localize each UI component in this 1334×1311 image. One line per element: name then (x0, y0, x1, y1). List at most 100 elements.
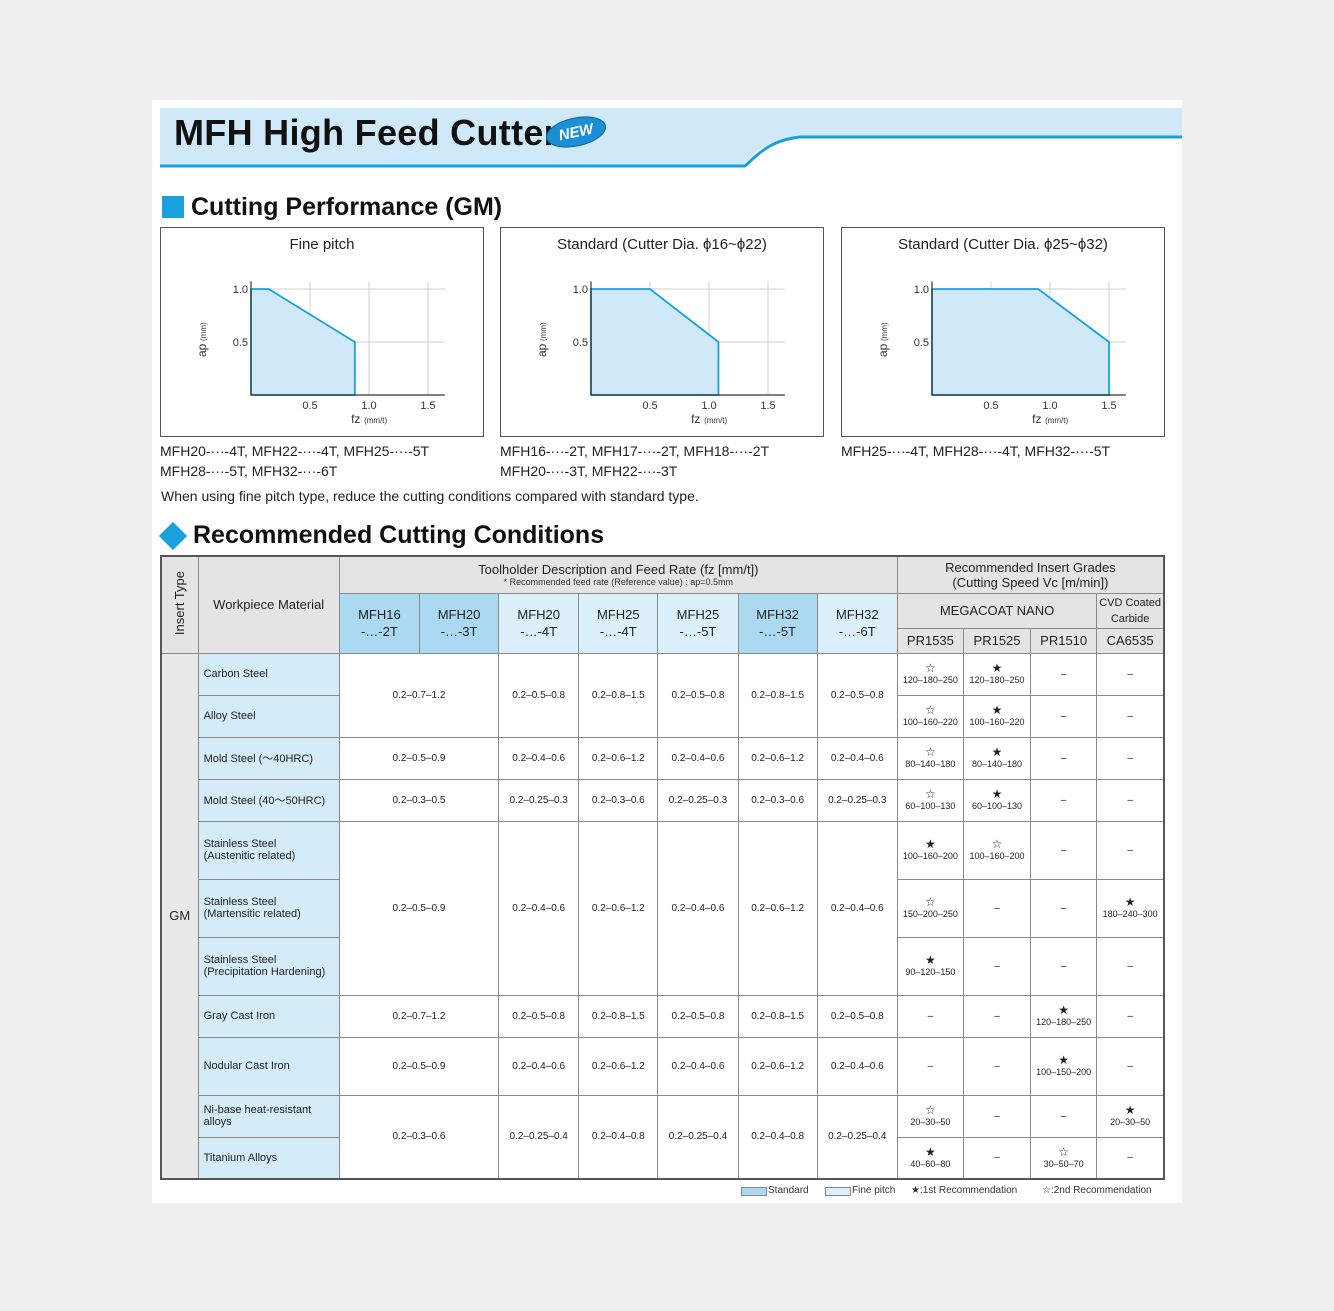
speed-value: 60–100–130 (905, 801, 956, 811)
x-axis-unit: (mm/t) (704, 416, 727, 425)
grade-speed: ☆ 30–50–70 (1030, 1136, 1098, 1180)
speed-value: 120–180–250 (969, 675, 1025, 685)
chart-plot: 0.5 1.0 1.50.51.0fz (mm/t)ap(mm) (195, 281, 445, 426)
grade-none: – (1030, 1094, 1098, 1138)
legend-second-recommendation: ☆:2nd Recommendation (1042, 1185, 1152, 1196)
speed-value: 80–140–180 (972, 759, 1023, 769)
title-band-graphic (160, 108, 1182, 168)
feed-rate: 0.2–0.4–0.8 (578, 1094, 659, 1180)
model-line-2: -…-5T (679, 624, 717, 639)
model-line-1: MFH25 (597, 607, 640, 622)
grade-none: – (1030, 820, 1098, 880)
feed-rate: 0.2–0.4–0.6 (657, 820, 739, 996)
grade-none: – (896, 994, 964, 1038)
material-line: Stainless Steel (203, 838, 277, 850)
speed-value: 60–100–130 (972, 801, 1023, 811)
chart-models-line: MFH16-···-2T, MFH17-···-2T, MFH18-···-2T (500, 443, 770, 459)
feed-rate: 0.2–0.6–1.2 (737, 820, 818, 996)
material-line: (Martensitic related) (203, 908, 301, 920)
grade-none: – (1030, 694, 1098, 738)
model-line-1: MFH20 (437, 607, 481, 622)
grade-none: – (1096, 820, 1165, 880)
grade-speed: ☆ 80–140–180 (896, 736, 964, 780)
feasible-area (590, 288, 720, 396)
speed-value: 120–180–250 (902, 675, 958, 685)
toolholder-label: Toolholder Description and Feed Rate (fz… (478, 562, 759, 578)
grade-none: – (1096, 778, 1165, 822)
feed-rate: 0.2–0.25–0.3 (498, 778, 580, 822)
x-tick-label: 1.5 (1101, 400, 1116, 412)
model-line-2: -…-6T (838, 624, 876, 639)
chart-fine-pitch: Fine pitch 0.5 1.0 1.5 0.5 1.0 fz (mm/t) ap (mm) (160, 227, 484, 437)
feed-rate: 0.2–0.5–0.8 (498, 652, 580, 738)
table-row: Alloy Steel ☆ 100–160–220 ★ 100–160–220– – (161, 694, 1165, 738)
toolholder-model: MFH32 -…-5T (737, 592, 818, 654)
table-row: Gray Cast Iron 0.2–0.7–1.2 0.2–0.5–0.8 0.2–… (161, 994, 1165, 1038)
material-line: Titanium Alloys (203, 1151, 278, 1164)
feed-rate: 0.2–0.7–1.2 (338, 994, 500, 1038)
grade-speed: ★ 60–100–130 (962, 778, 1032, 822)
section-title-conditions: Recommended Cutting Conditions (193, 521, 605, 549)
grade-none: – (1030, 878, 1098, 938)
x-axis-label: fz (351, 412, 360, 426)
chart-models-line: MFH20-···-3T, MFH22-···-3T (500, 463, 678, 479)
material-name: Nodular Cast Iron (197, 1036, 340, 1096)
grade-header: PR1510 (1030, 627, 1098, 654)
grades-label-sub: (Cutting Speed Vc [m/min]) (952, 574, 1109, 590)
table-row: Mold Steel (～40HRC) 0.2–0.5–0.9 0.2–0.4–0.… (161, 736, 1165, 780)
x-tick-label: 0.5 (983, 400, 998, 412)
feed-rate: 0.2–0.5–0.8 (657, 994, 739, 1038)
grade-none: – (962, 878, 1032, 938)
cutting-conditions-table: Insert Type Workpiece Material Toolholder … (160, 555, 1165, 1180)
grade-none: – (1030, 736, 1098, 780)
chart-standard-16-22: Standard (Cutter Dia. ϕ16~ϕ22) 0.5 1.0 1.5… (500, 227, 824, 437)
material-line: Carbon Steel (203, 668, 268, 680)
feed-rate: 0.2–0.4–0.6 (816, 736, 898, 780)
star-outline-icon: ☆ (925, 1103, 936, 1117)
grade-speed: ☆ 20–30–50 (896, 1094, 964, 1138)
chart-plot: 0.5 1.0 1.50.51.0fz (mm/t)ap(mm) (535, 281, 785, 426)
chart-models-line: MFH28-···-5T, MFH32-···-6T (160, 463, 338, 479)
legend-standard-swatch (741, 1187, 767, 1196)
feed-rate: 0.2–0.6–1.2 (578, 736, 659, 780)
star-filled-icon: ★ (1124, 895, 1136, 909)
feed-rate: 0.2–0.5–0.8 (816, 652, 898, 738)
grade-speed: ☆ 100–160–200 (962, 820, 1032, 880)
star-outline-icon: ☆ (925, 787, 936, 801)
feed-rate: 0.2–0.4–0.6 (498, 1036, 580, 1096)
speed-value: 180–240–300 (1102, 909, 1158, 919)
x-tick-label: 1.5 (420, 400, 435, 412)
workpiece-header: Workpiece Material (197, 555, 340, 654)
material-line: Nodular Cast Iron (203, 1060, 290, 1072)
model-line-1: MFH32 (756, 607, 799, 622)
grade-header: PR1525 (962, 627, 1032, 654)
feed-rate: 0.2–0.5–0.9 (338, 1036, 500, 1096)
feed-rate: 0.2–0.5–0.9 (338, 820, 500, 996)
material-name: Stainless Steel (Precipitation Hardening… (197, 936, 340, 996)
feed-rate: 0.2–0.6–1.2 (578, 820, 659, 996)
toolholder-model: MFH20 -…-4T (498, 592, 580, 654)
material-name: Mold Steel (～40HRC) (197, 736, 340, 780)
speed-value: 30–50–70 (1043, 1158, 1084, 1169)
star-outline-icon: ☆ (925, 895, 936, 909)
y-axis-unit: (mm) (539, 322, 548, 341)
y-tick-label: 0.5 (573, 337, 588, 349)
grade-none: – (962, 1036, 1032, 1096)
grade-none: – (962, 1094, 1032, 1138)
y-axis-unit: (mm) (880, 322, 889, 341)
chart-title: Standard (Cutter Dia. ϕ16~ϕ22) (557, 236, 767, 253)
star-filled-icon: ★ (991, 787, 1003, 801)
y-axis-label-group: ap (mm) (876, 322, 890, 357)
grade-none: – (962, 994, 1032, 1038)
model-line-2: -…-4T (520, 624, 558, 639)
feed-rate: 0.2–0.5–0.9 (338, 736, 500, 780)
x-tick-label: 1.0 (1042, 400, 1057, 412)
chart-plot: 0.5 1.0 1.50.51.0fz (mm/t)ap(mm) (876, 281, 1126, 426)
feed-rate: 0.2–0.3–0.5 (338, 778, 500, 822)
feasible-area (931, 288, 1110, 396)
model-line-2: -…-4T (599, 624, 637, 639)
feed-rate: 0.2–0.5–0.8 (498, 994, 580, 1038)
table-row: Nodular Cast Iron 0.2–0.5–0.9 0.2–0.4–0.6 0… (161, 1036, 1165, 1096)
legend-fine-swatch (825, 1187, 851, 1196)
chart-models-line: MFH20-···-4T, MFH22-···-4T, MFH25-···-5T (160, 443, 430, 459)
